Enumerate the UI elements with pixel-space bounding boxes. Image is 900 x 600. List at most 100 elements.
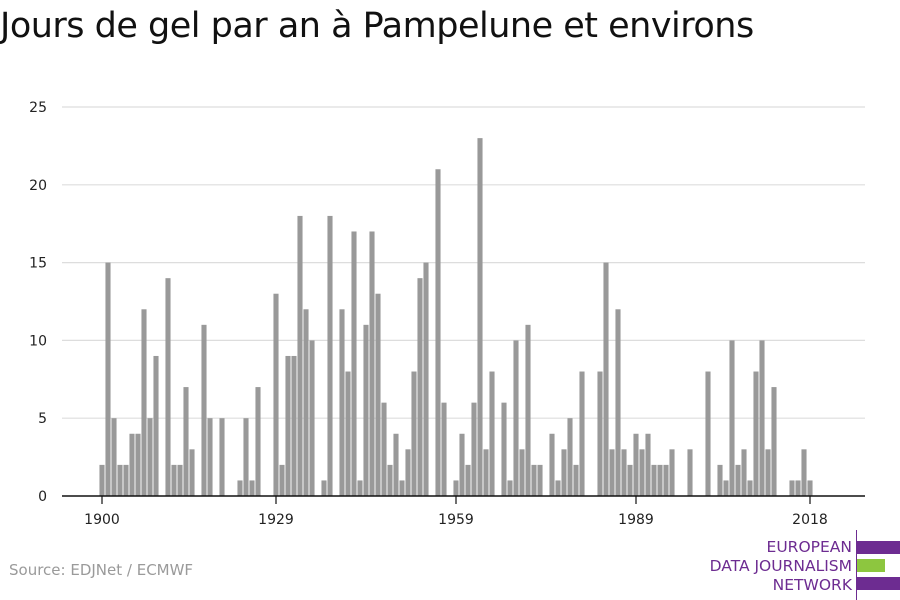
bar-1937 <box>321 480 327 496</box>
bar-1994 <box>663 464 669 496</box>
bar-1950 <box>399 480 405 496</box>
bar-1908 <box>147 418 153 496</box>
bar-1993 <box>657 464 663 496</box>
bar-1904 <box>123 464 129 496</box>
bar-1989 <box>633 433 639 496</box>
bar-1914 <box>183 387 189 496</box>
x-tick-label-1959: 1959 <box>438 512 474 528</box>
bar-2003 <box>717 464 723 496</box>
bar-1975 <box>549 433 555 496</box>
bar-2015 <box>789 480 795 496</box>
bar-1984 <box>603 262 609 496</box>
bar-1930 <box>279 464 285 496</box>
bar-1926 <box>255 387 261 496</box>
bar-1998 <box>687 449 693 496</box>
bar-1924 <box>243 418 249 496</box>
bar-1909 <box>153 355 159 496</box>
bar-1967 <box>501 402 507 496</box>
chart-title: Jours de gel par an à Pampelune et envir… <box>0 6 754 46</box>
bar-1973 <box>537 464 543 496</box>
x-tick-label-2018: 2018 <box>792 512 828 528</box>
bar-1951 <box>405 449 411 496</box>
bar-2012 <box>771 387 777 496</box>
bar-1953 <box>417 278 423 496</box>
edjnet-logo: EUROPEAN DATA JOURNALISM NETWORK <box>700 530 900 600</box>
bar-1900 <box>99 464 105 496</box>
bar-1956 <box>435 169 441 497</box>
bar-1907 <box>141 309 147 496</box>
y-axis-tick-labels: 0 5 10 15 20 25 <box>29 100 47 505</box>
bar-1978 <box>567 418 573 496</box>
y-tick-label-20: 20 <box>29 178 47 194</box>
bar-1933 <box>297 215 303 497</box>
bar-2011 <box>765 449 771 496</box>
bar-1979 <box>573 464 579 496</box>
logo-divider <box>856 530 857 600</box>
y-tick-label-15: 15 <box>29 256 47 272</box>
bar-1945 <box>369 231 375 497</box>
logo-bar-3 <box>857 577 900 590</box>
bar-1972 <box>531 464 537 496</box>
bar-1991 <box>645 433 651 496</box>
bar-1995 <box>669 449 675 496</box>
bar-1992 <box>651 464 657 496</box>
bar-2004 <box>723 480 729 496</box>
x-tick-label-1989: 1989 <box>618 512 654 528</box>
bar-1986 <box>615 309 621 496</box>
bar-1947 <box>381 402 387 496</box>
bar-1932 <box>291 355 297 496</box>
bar-1915 <box>189 449 195 496</box>
bar-1960 <box>459 433 465 496</box>
bar-1977 <box>561 449 567 496</box>
bar-1903 <box>117 464 123 496</box>
logo-bar-1 <box>857 541 900 554</box>
bar-1990 <box>639 449 645 496</box>
bar-1912 <box>171 464 177 496</box>
bar-1959 <box>453 480 459 496</box>
logo-text-line-1: EUROPEAN <box>766 538 852 556</box>
bar-1941 <box>345 371 351 496</box>
bar-1957 <box>441 402 447 496</box>
bar-1940 <box>339 309 345 496</box>
bar-1911 <box>165 278 171 496</box>
bar-1925 <box>249 480 255 496</box>
bars <box>99 138 813 497</box>
bar-1948 <box>387 464 393 496</box>
bar-1918 <box>207 418 213 496</box>
bar-1923 <box>237 480 243 496</box>
bar-1971 <box>525 324 531 496</box>
bar-1985 <box>609 449 615 496</box>
bar-1952 <box>411 371 417 496</box>
bar-1963 <box>477 138 483 496</box>
bar-1942 <box>351 231 357 497</box>
x-tick-label-1929: 1929 <box>258 512 294 528</box>
y-tick-label-0: 0 <box>38 489 47 505</box>
bar-1913 <box>177 464 183 496</box>
bar-2006 <box>735 464 741 496</box>
bar-1962 <box>471 402 477 496</box>
bar-2008 <box>747 480 753 496</box>
bar-1934 <box>303 309 309 496</box>
gridlines <box>62 106 865 419</box>
bar-1943 <box>357 480 363 496</box>
logo-text-line-2: DATA JOURNALISM <box>709 557 852 575</box>
bar-1980 <box>579 371 585 496</box>
bar-2016 <box>795 480 801 496</box>
bar-1931 <box>285 355 291 496</box>
bar-1987 <box>621 449 627 496</box>
bar-1961 <box>465 464 471 496</box>
bar-1965 <box>489 371 495 496</box>
x-tick-label-1900: 1900 <box>84 512 120 528</box>
y-tick-label-25: 25 <box>29 100 47 116</box>
logo-bar-2 <box>857 559 885 572</box>
bar-2007 <box>741 449 747 496</box>
x-axis: 1900 1929 1959 1989 2018 <box>62 495 865 528</box>
bar-1935 <box>309 340 315 496</box>
bar-2001 <box>705 371 711 496</box>
bar-1988 <box>627 464 633 496</box>
bar-2018 <box>807 480 813 496</box>
bar-1902 <box>111 418 117 496</box>
y-tick-label-5: 5 <box>38 411 47 427</box>
bar-1944 <box>363 324 369 496</box>
bar-1970 <box>519 449 525 496</box>
